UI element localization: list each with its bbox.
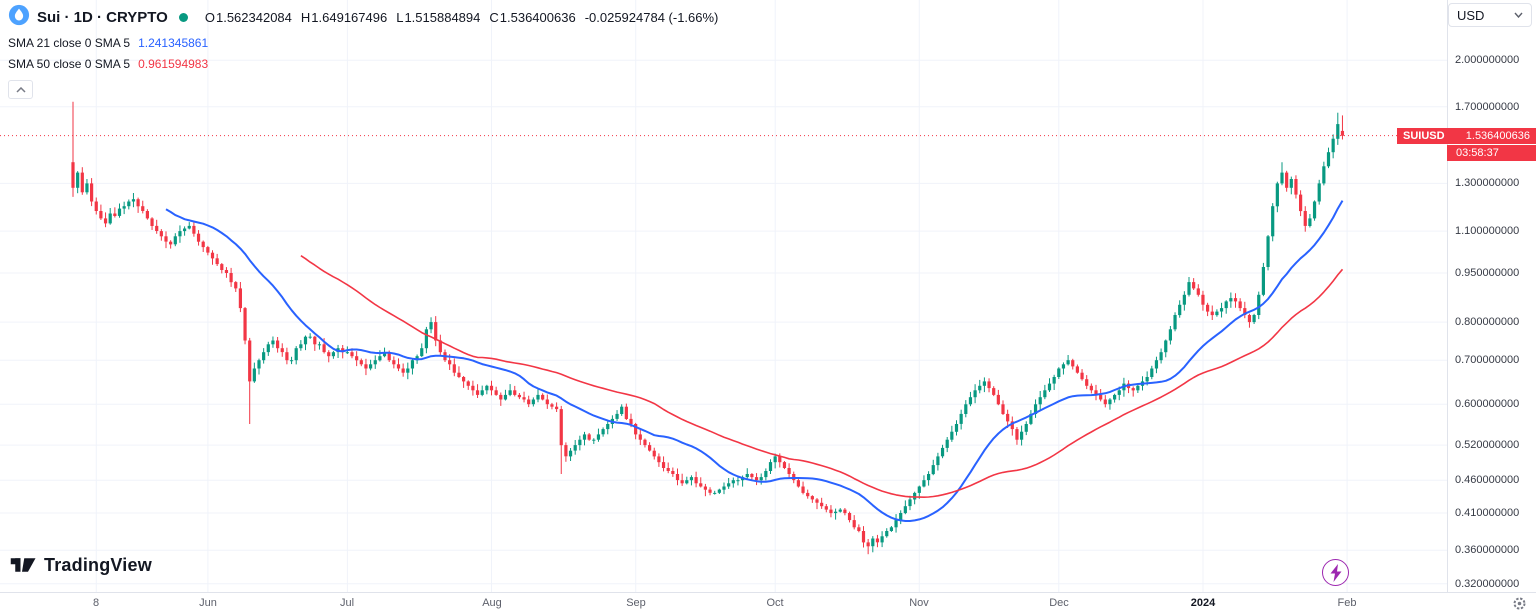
ohlc-change: -0.025924784 (-1.66%) [584,9,719,25]
price-axis-label: 0.800000000 [1455,316,1520,328]
price-chip-price: 1.536400636 [1465,130,1530,142]
price-axis-label: 0.520000000 [1455,439,1520,451]
candles-layer [71,101,1345,555]
bar-countdown: 03:58:37 [1447,145,1536,161]
chart-legend: Sui · 1D · CRYPTO O1.562342084 H1.649167… [8,4,719,71]
ohlc-low: L1.515884894 [396,9,481,25]
lightning-bolt-icon [1330,563,1341,582]
ohlc-open: O1.562342084 [204,9,292,25]
price-axis-label: 1.700000000 [1455,101,1520,113]
price-axis-label: 0.360000000 [1455,544,1520,556]
market-status-dot [178,12,188,22]
price-axis[interactable]: 2.000000000 1.700000000 1.300000000 1.10000… [1447,0,1536,592]
currency-selector-value: USD [1457,7,1485,23]
indicator-sma21-value: 1.241345861 [138,36,209,50]
tradingview-logo-icon [10,558,36,572]
chevron-up-icon [15,86,26,93]
grid-layer [0,0,1447,592]
price-chip-symbol: SUIUSD [1403,130,1445,142]
indicator-sma21[interactable]: SMA 21 close 0 SMA 5 1.241345861 [8,36,718,50]
time-axis-label: 2024 [1190,597,1216,609]
indicator-sma50[interactable]: SMA 50 close 0 SMA 5 0.961594983 [8,57,718,71]
price-axis-label: 1.100000000 [1455,225,1520,237]
currency-selector[interactable]: USD [1448,3,1532,27]
candlestick-chart[interactable] [0,0,1447,592]
time-axis-label: Oct [766,597,784,609]
sma50-line[interactable] [300,255,1344,498]
symbol-title[interactable]: Sui · 1D · CRYPTO [37,8,168,26]
chevron-down-icon [1514,12,1523,18]
boost-button[interactable] [1322,559,1349,586]
indicator-sma50-value: 0.961594983 [138,57,209,71]
time-axis-label: 8 [92,597,100,609]
tradingview-logo-text: TradingView [44,554,152,575]
price-axis-label: 0.700000000 [1455,354,1520,366]
indicator-sma50-label: SMA 50 close 0 SMA 5 [8,57,131,71]
time-axis-label: Dec [1049,597,1069,609]
price-axis-label: 0.460000000 [1455,474,1520,486]
price-axis-label: 0.320000000 [1455,578,1520,590]
axis-settings-gear-icon[interactable] [1512,596,1527,611]
price-axis-label: 0.410000000 [1455,507,1520,519]
time-axis-label: Jul [339,597,355,609]
legend-collapse-button[interactable] [8,80,33,99]
time-axis-label: Jun [199,597,217,609]
time-axis-label: Feb [1337,597,1357,609]
time-axis-label: Aug [482,597,502,609]
time-axis-label: Sep [626,597,646,609]
time-axis[interactable]: 8 Jun Jul Aug Sep Oct Nov Dec 2024 Feb [0,592,1536,614]
price-axis-label: 2.000000000 [1455,54,1520,66]
sma21-line[interactable] [165,200,1344,522]
indicator-sma21-label: SMA 21 close 0 SMA 5 [8,36,131,50]
current-price-label: SUIUSD 1.536400636 03:58:37 [1397,128,1536,161]
price-axis-label: 0.950000000 [1455,267,1520,279]
price-axis-label: 1.300000000 [1455,177,1520,189]
ohlc-high: H1.649167496 [300,9,388,25]
ohlc-readout: O1.562342084 H1.649167496 L1.515884894 C… [205,10,719,25]
sui-logo-icon [8,4,30,31]
price-axis-label: 0.600000000 [1455,398,1520,410]
ohlc-close: C1.536400636 [489,9,576,25]
time-axis-label: Nov [909,597,929,609]
tradingview-logo[interactable]: TradingView [10,553,152,577]
